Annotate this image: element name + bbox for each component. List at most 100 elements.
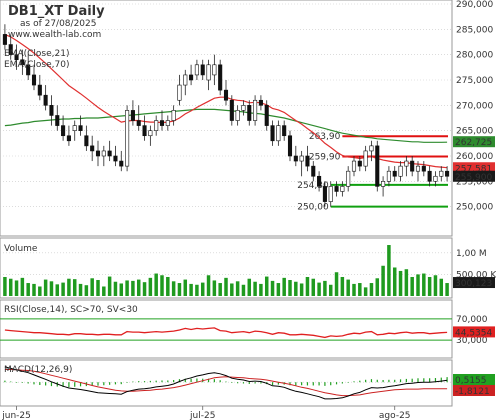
- candle-down: [78, 125, 83, 131]
- volume-bar: [433, 275, 438, 296]
- macd-value-tag-bg: [453, 374, 495, 385]
- candle-up: [206, 64, 211, 81]
- rsi-panel-frame: [0, 299, 453, 359]
- macd-hist-bar: [429, 378, 431, 383]
- volume-bar: [276, 283, 281, 296]
- volume-bar: [224, 277, 228, 296]
- volume-bar: [305, 276, 310, 296]
- candle-up: [346, 170, 351, 187]
- candle-down: [305, 155, 310, 167]
- macd-hist-bar: [91, 382, 93, 386]
- volume-bar: [352, 283, 356, 296]
- macd-hist-bar: [324, 382, 326, 386]
- volume-bar: [358, 283, 362, 296]
- volume-bar: [142, 282, 147, 296]
- price-tick-label: 255,000: [456, 177, 493, 187]
- volume-bar: [200, 282, 205, 296]
- volume-bar: [427, 276, 432, 296]
- volume-bar: [148, 277, 153, 296]
- volume-value-tag: 300,123: [455, 279, 492, 289]
- macd-hist-bar: [231, 382, 233, 383]
- macd-hist-bar: [295, 382, 297, 386]
- volume-bar: [26, 283, 30, 296]
- macd-hist-bar: [254, 382, 256, 384]
- candle-up: [165, 120, 170, 126]
- price-tick-label: 290,000: [456, 0, 493, 10]
- candle-down: [223, 89, 229, 101]
- macd-hist-bar: [50, 382, 53, 387]
- volume-bar: [189, 283, 193, 296]
- macd-hist-bar: [120, 382, 122, 385]
- candle-down: [189, 74, 194, 81]
- volume-bar: [311, 278, 316, 296]
- candle-down: [8, 44, 13, 55]
- date-tick-label: ago-25: [379, 411, 411, 420]
- macd-signal-line: [4, 369, 448, 397]
- volume-bar: [55, 284, 60, 296]
- macd-hist-bar: [359, 380, 361, 383]
- macd-hist-bar: [79, 382, 82, 387]
- volume-bar: [299, 283, 304, 296]
- macd-hist-bar: [74, 382, 76, 387]
- volume-bar: [282, 277, 286, 296]
- macd-hist-bar: [271, 382, 274, 386]
- candle-down: [31, 74, 37, 86]
- volume-bar: [8, 278, 13, 296]
- candle-up: [351, 160, 357, 172]
- volume-bar: [288, 280, 292, 296]
- date-tick-label: jun-25: [1, 411, 31, 420]
- candle-up: [235, 110, 240, 121]
- macd-lines: [4, 366, 448, 400]
- candle-down: [119, 160, 124, 167]
- price-tick-label: 285,000: [456, 25, 493, 35]
- volume-bar: [445, 283, 449, 296]
- volume-bar: [328, 284, 333, 296]
- macd-hist-bar: [277, 382, 279, 385]
- candle-up: [299, 155, 304, 162]
- macd-hist-bar: [347, 382, 349, 383]
- volume-bar: [78, 283, 83, 296]
- volume-value-tag-bg: [453, 277, 495, 289]
- volume-bar: [20, 277, 25, 296]
- volume-bar: [323, 280, 327, 296]
- macd-hist-bar: [394, 379, 396, 383]
- candle-up: [328, 186, 333, 202]
- candle-up: [241, 105, 246, 111]
- volume-bar: [439, 278, 444, 296]
- candle-down: [136, 120, 141, 126]
- macd-signal-tag: -1,8121: [455, 387, 490, 397]
- macd-hist-bar: [353, 381, 355, 383]
- macd-hist-bar: [289, 382, 291, 386]
- volume-bar: [38, 286, 42, 296]
- macd-hist-bar: [219, 380, 221, 383]
- candle-down: [130, 110, 135, 121]
- volume-bar: [90, 278, 94, 296]
- as-of-date: as of 27/08/2025: [20, 19, 96, 29]
- macd-hist-bar: [434, 378, 437, 383]
- candle-down: [200, 64, 205, 76]
- rsi-tick-label: 70,000: [456, 315, 488, 325]
- volume-bar: [259, 283, 263, 296]
- volume-bar: [171, 281, 176, 296]
- macd-hist-bar: [225, 381, 227, 383]
- volume-title: Volume: [4, 244, 38, 254]
- legend-ema21: EMA(Close,21): [4, 49, 69, 59]
- volume-bar: [416, 274, 420, 296]
- volume-bar: [340, 276, 345, 296]
- candle-down: [445, 170, 450, 177]
- rsi-value-tag: 44,5354: [455, 328, 492, 338]
- volume-bar: [369, 283, 374, 296]
- macd-hist-bar: [97, 382, 99, 386]
- macd-panel: 0,5155-1,8121 MACD(12,26,9): [0, 359, 495, 407]
- macd-hist-bar: [196, 378, 198, 383]
- volume-bar: [154, 273, 158, 296]
- candle-down: [410, 160, 415, 172]
- candle-up: [212, 64, 217, 76]
- candle-up: [433, 175, 438, 182]
- volume-bar: [195, 284, 199, 296]
- macd-value-tag: 0,5155: [455, 376, 487, 386]
- candle-down: [26, 64, 31, 76]
- macd-hist-bar: [411, 378, 413, 383]
